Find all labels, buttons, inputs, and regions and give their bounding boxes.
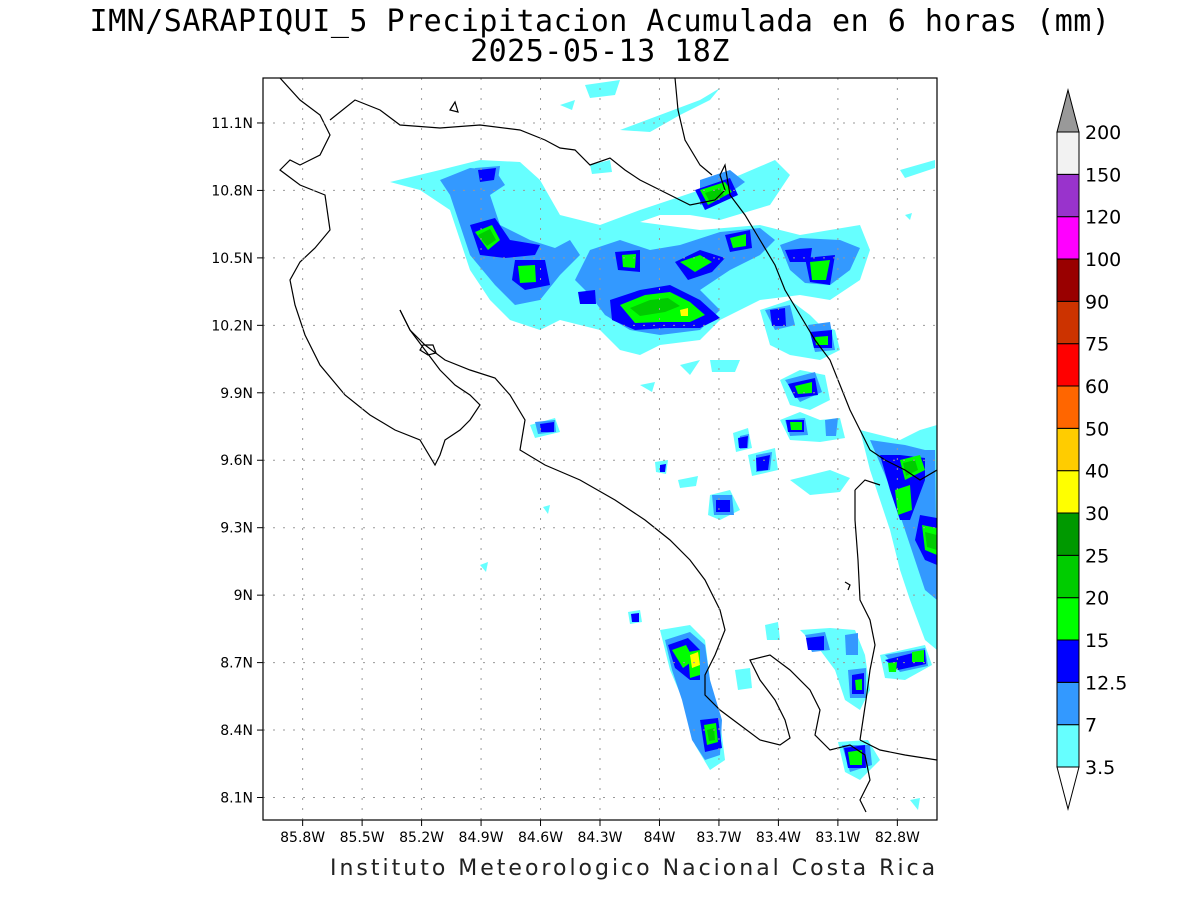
x-tick-label: 85.8W	[280, 830, 325, 846]
colorbar-swatch	[1056, 512, 1080, 556]
colorbar-label: 75	[1085, 334, 1109, 356]
colorbar-label: 50	[1085, 418, 1109, 440]
colorbar-label: 60	[1085, 376, 1109, 398]
colorbar-label: 3.5	[1085, 757, 1115, 779]
colorbar-swatch	[1056, 639, 1080, 683]
y-tick-label: 10.5N	[211, 251, 253, 267]
colorbar-swatch	[1056, 597, 1080, 641]
y-tick-label: 9N	[234, 588, 253, 604]
colorbar-swatch	[1056, 385, 1080, 429]
colorbar-label: 12.5	[1085, 672, 1127, 694]
x-tick-label: 84.9W	[459, 830, 504, 846]
precip-field	[390, 80, 937, 810]
colorbar-label: 7	[1085, 715, 1097, 737]
colorbar-label: 40	[1085, 461, 1109, 483]
colorbar-label: 20	[1085, 588, 1109, 610]
x-tick-label: 85.2W	[399, 830, 444, 846]
colorbar-swatch	[1056, 131, 1080, 175]
y-tick-label: 9.6N	[220, 453, 253, 469]
y-tick-label: 8.1N	[220, 791, 253, 807]
colorbar-swatch	[1056, 681, 1080, 726]
x-tick-label: 84W	[644, 830, 676, 846]
x-tick-label: 85.5W	[340, 830, 385, 846]
colorbar-label: 15	[1085, 630, 1109, 652]
y-tick-label: 11.1N	[211, 116, 253, 132]
colorbar-swatch	[1056, 470, 1080, 514]
colorbar-swatch	[1056, 427, 1080, 472]
graticule-grid	[263, 78, 937, 820]
coastline-border	[279, 78, 937, 813]
colorbar-label: 30	[1085, 503, 1109, 525]
precip-yellow-layer	[680, 308, 700, 668]
y-tick-label: 9.9N	[220, 386, 253, 402]
map-datetime: 2025-05-13 18Z	[470, 34, 730, 69]
colorbar-label: 150	[1085, 164, 1121, 186]
colorbar-label: 200	[1085, 122, 1121, 144]
x-tick-label: 84.6W	[518, 830, 563, 846]
precip-darkgreen-layer	[478, 188, 937, 741]
colorbar-swatch	[1056, 173, 1080, 218]
y-tick-label: 9.3N	[220, 521, 253, 537]
map-title: IMN/SARAPIQUI_5 Precipitacion Acumulada …	[89, 4, 1111, 39]
colorbar-label: 100	[1085, 249, 1121, 271]
y-tick-label: 10.8N	[211, 183, 253, 199]
colorbar-swatch	[1056, 300, 1080, 345]
colorbar: 3.5 7 12.5 15 20 25 30 40 50 60 75 90 100 120 150 200	[1056, 88, 1127, 811]
colorbar-max-cap	[1056, 88, 1080, 133]
colorbar-swatch	[1056, 216, 1080, 260]
y-tick-label: 10.2N	[211, 318, 253, 334]
colorbar-swatch	[1056, 258, 1080, 302]
colorbar-swatch	[1056, 343, 1080, 387]
x-tick-label: 84.3W	[577, 830, 622, 846]
colorbar-label: 120	[1085, 207, 1121, 229]
colorbar-label: 25	[1085, 545, 1109, 567]
x-tick-label: 83.4W	[756, 830, 801, 846]
x-tick-label: 82.8W	[875, 830, 920, 846]
colorbar-min-cap	[1056, 766, 1080, 811]
x-tick-label: 83.7W	[696, 830, 741, 846]
colorbar-swatch	[1056, 554, 1080, 599]
x-tick-label: 83.1W	[815, 830, 860, 846]
footer-credit: Instituto Meteorologico Nacional Costa R…	[330, 856, 939, 881]
colorbar-label: 90	[1085, 291, 1109, 313]
y-tick-label: 8.7N	[220, 656, 253, 672]
y-tick-label: 8.4N	[220, 723, 253, 739]
axis-ticks: 85.8W 85.5W 85.2W 84.9W 84.6W 84.3W 84W 83.7W 83…	[211, 116, 920, 846]
colorbar-swatch	[1056, 724, 1080, 768]
